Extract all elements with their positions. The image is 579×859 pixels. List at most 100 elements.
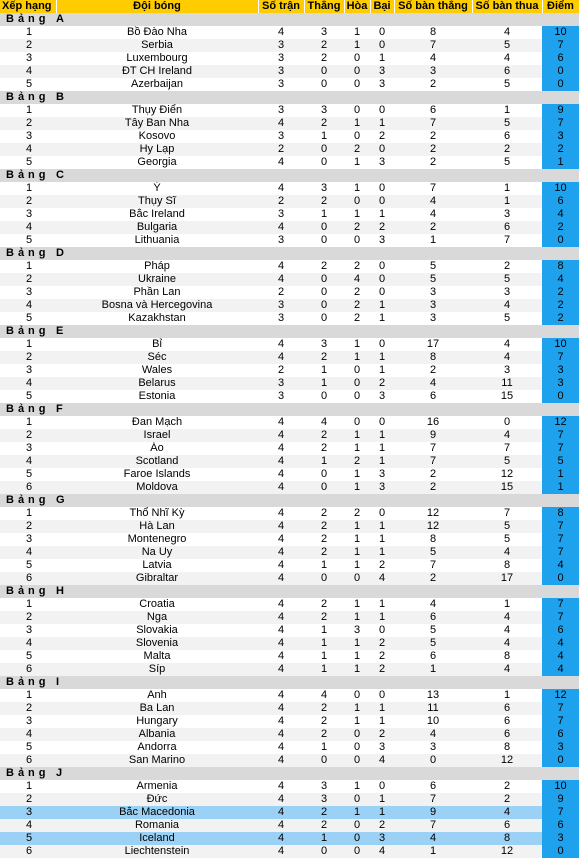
drawn-cell: 0	[353, 104, 361, 116]
lost-cell: 1	[370, 611, 394, 624]
rank-cell: 1	[26, 780, 33, 792]
rank-cell: 5	[26, 650, 33, 662]
header-goals-for: Số bàn thắng	[394, 0, 473, 13]
points-cell: 6	[542, 195, 579, 208]
won-cell: 0	[304, 273, 344, 286]
won-cell: 0	[304, 65, 344, 78]
team-name: Bồ Đào Nha	[127, 26, 187, 38]
team-name: Ukraine	[56, 273, 258, 286]
goals-against-cell: 5	[503, 533, 511, 545]
goals-against-cell: 5	[472, 273, 542, 286]
group-letter: B	[56, 91, 579, 104]
table-row: 1 Armenia 4 3 1 0 6 2 10	[0, 780, 579, 793]
drawn-cell: 1	[344, 637, 370, 650]
goals-for-cell: 1	[429, 234, 437, 246]
won-cell: 2	[304, 520, 344, 533]
points-cell: 2	[542, 312, 579, 325]
table-row: 5 Georgia 4 0 1 3 2 5 1	[0, 156, 579, 169]
rank-cell: 2	[0, 351, 56, 364]
goals-for-cell: 6	[429, 650, 437, 662]
group-prefix: Bảng	[6, 494, 50, 506]
lost-cell: 0	[378, 260, 386, 272]
goals-for-cell: 2	[429, 78, 437, 90]
group-letter: F	[56, 403, 579, 416]
lost-cell: 2	[370, 819, 394, 832]
goals-for-cell: 2	[429, 130, 437, 142]
rank-cell: 2	[0, 273, 56, 286]
rank-cell: 6	[0, 572, 56, 585]
lost-cell: 0	[378, 286, 386, 298]
drawn-cell: 1	[353, 533, 361, 545]
lost-cell: 1	[378, 442, 386, 454]
points-cell: 7	[542, 520, 579, 533]
lost-cell: 1	[370, 806, 394, 819]
table-row: 3 Luxembourg 3 2 0 1 4 4 6	[0, 52, 579, 65]
goals-against-cell: 17	[472, 572, 542, 585]
team-name: Bỉ	[152, 338, 162, 350]
played-cell: 4	[258, 546, 304, 559]
won-cell: 1	[320, 364, 328, 376]
rank-cell: 3	[26, 442, 33, 454]
lost-cell: 1	[370, 429, 394, 442]
won-cell: 1	[320, 650, 328, 662]
points-cell: 7	[542, 351, 579, 364]
lost-cell: 4	[370, 754, 394, 767]
goals-for-cell: 17	[426, 338, 440, 350]
played-cell: 4	[277, 468, 285, 480]
won-cell: 0	[304, 754, 344, 767]
points-cell: 10	[542, 780, 579, 793]
played-cell: 3	[277, 104, 285, 116]
group-prefix: Bảng	[6, 169, 50, 181]
table-row: 5 Faroe Islands 4 0 1 3 2 12 1	[0, 468, 579, 481]
rank-cell: 1	[26, 260, 33, 272]
goals-for-cell: 3	[429, 741, 437, 753]
table-row: 1 Croatia 4 2 1 1 4 1 7	[0, 598, 579, 611]
drawn-cell: 0	[344, 65, 370, 78]
table-row: 1 Bỉ 4 3 1 0 17 4 10	[0, 338, 579, 351]
table-row: 2 Nga 4 2 1 1 6 4 7	[0, 611, 579, 624]
goals-for-cell: 4	[394, 832, 472, 845]
team-name: Scotland	[56, 455, 258, 468]
drawn-cell: 1	[344, 481, 370, 494]
goals-against-cell: 6	[472, 819, 542, 832]
table-row: 2 Israel 4 2 1 1 9 4 7	[0, 429, 579, 442]
points-cell: 0	[542, 78, 579, 91]
goals-against-cell: 4	[472, 806, 542, 819]
played-cell: 4	[258, 429, 304, 442]
played-cell: 4	[258, 520, 304, 533]
goals-against-cell: 7	[503, 234, 511, 246]
won-cell: 1	[304, 455, 344, 468]
group-letter: H	[56, 585, 579, 598]
drawn-cell: 1	[353, 338, 361, 350]
team-name: Romania	[56, 819, 258, 832]
group-label: Bảng	[0, 247, 56, 260]
header-drawn: Hòa	[344, 0, 371, 13]
lost-cell: 1	[370, 793, 394, 806]
table-row: 4 ĐT CH Ireland 3 0 0 3 3 6 0	[0, 65, 579, 78]
goals-for-cell: 10	[426, 715, 440, 727]
points-cell: 2	[542, 143, 579, 156]
points-cell: 4	[542, 637, 579, 650]
points-cell: 4	[542, 650, 579, 663]
rank-cell: 6	[0, 481, 56, 494]
lost-cell: 0	[378, 416, 386, 428]
lost-cell: 1	[370, 351, 394, 364]
team-name: Iceland	[56, 832, 258, 845]
lost-cell: 2	[370, 728, 394, 741]
drawn-cell: 1	[353, 468, 361, 480]
team-name: Slovenia	[56, 637, 258, 650]
lost-cell: 4	[370, 845, 394, 858]
goals-for-cell: 7	[394, 455, 472, 468]
points-cell: 3	[542, 741, 579, 754]
drawn-cell: 0	[353, 130, 361, 142]
won-cell: 2	[304, 702, 344, 715]
goals-for-cell: 6	[429, 104, 437, 116]
goals-against-cell: 1	[503, 689, 511, 701]
team-name: Andorra	[137, 741, 177, 753]
rank-cell: 2	[0, 702, 56, 715]
points-cell: 7	[542, 546, 579, 559]
goals-against-cell: 3	[503, 208, 511, 220]
lost-cell: 1	[370, 546, 394, 559]
goals-for-cell: 9	[394, 806, 472, 819]
